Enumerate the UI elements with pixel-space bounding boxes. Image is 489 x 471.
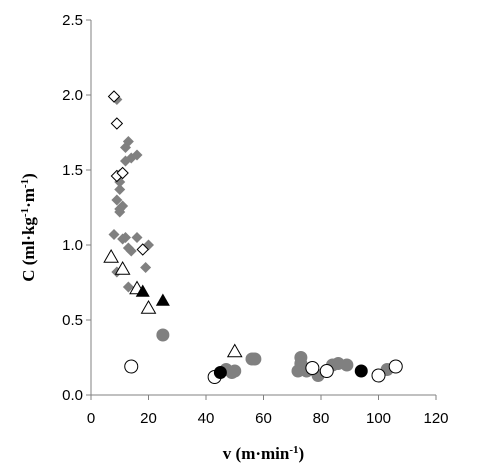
data-point-diamond-filled-grey: [120, 232, 131, 243]
data-point-circle-open: [319, 364, 334, 378]
axis-ticks: 0 20 40 60 80 100 120 0.0 0.5 1.0 1.5 2.0 2.5: [62, 12, 448, 427]
x-tick-label: 0: [87, 410, 95, 427]
x-tick-label: 120: [423, 410, 448, 427]
y-tick-label: 0.0: [62, 387, 83, 404]
x-tick-label: 40: [198, 410, 215, 427]
data-points: [103, 90, 403, 384]
data-point-diamond-filled-grey: [131, 232, 143, 243]
y-tick-label: 2.5: [62, 12, 83, 29]
data-point-diamond-filled-grey: [122, 281, 134, 293]
data-point-triangle-filled-black: [135, 284, 150, 297]
data-point-circle-open: [388, 359, 403, 374]
data-point-diamond-open: [116, 166, 129, 180]
y-tick-label: 1.0: [62, 237, 83, 254]
data-point-diamond-filled-grey: [108, 229, 120, 240]
data-point-circle-open: [305, 361, 320, 375]
x-tick-label: 20: [140, 410, 157, 427]
data-point-diamond-open: [110, 117, 124, 130]
data-point-circle-filled-grey: [340, 358, 354, 372]
data-point-diamond-filled-grey: [125, 245, 137, 257]
data-point-triangle-open: [103, 248, 119, 263]
data-point-circle-open: [124, 359, 139, 374]
data-point-triangle-open: [140, 299, 157, 314]
data-point-triangle-open: [114, 260, 131, 275]
data-point-circle-filled-grey: [248, 352, 262, 366]
data-point-diamond-open: [107, 90, 121, 103]
data-point-diamond-open: [136, 243, 149, 256]
y-tick-label: 0.5: [62, 312, 83, 329]
data-point-triangle-filled-black: [155, 293, 170, 306]
data-point-diamond-filled-grey: [114, 206, 126, 218]
data-point-circle-open: [371, 368, 386, 383]
data-point-diamond-filled-grey: [111, 194, 123, 206]
data-point-circle-filled-black: [213, 366, 227, 379]
data-point-circle-filled-grey: [228, 364, 242, 378]
data-point-diamond-filled-grey: [140, 262, 152, 273]
x-tick-label: 80: [313, 410, 330, 427]
data-point-triangle-open: [226, 343, 243, 358]
data-point-circle-filled-grey: [156, 328, 170, 342]
data-point-diamond-filled-grey: [131, 149, 143, 161]
y-tick-label: 1.5: [62, 162, 83, 179]
x-tick-label: 60: [255, 410, 272, 427]
data-point-circle-filled-black: [354, 364, 368, 378]
data-point-diamond-filled-grey: [114, 184, 126, 195]
data-point-diamond-filled-grey: [122, 136, 134, 147]
x-axis-title: v (m·min-1): [223, 444, 304, 463]
y-axis-title: C (ml·kg-1·m-1): [19, 173, 38, 282]
x-tick-label: 100: [366, 410, 391, 427]
y-tick-label: 2.0: [62, 87, 83, 104]
